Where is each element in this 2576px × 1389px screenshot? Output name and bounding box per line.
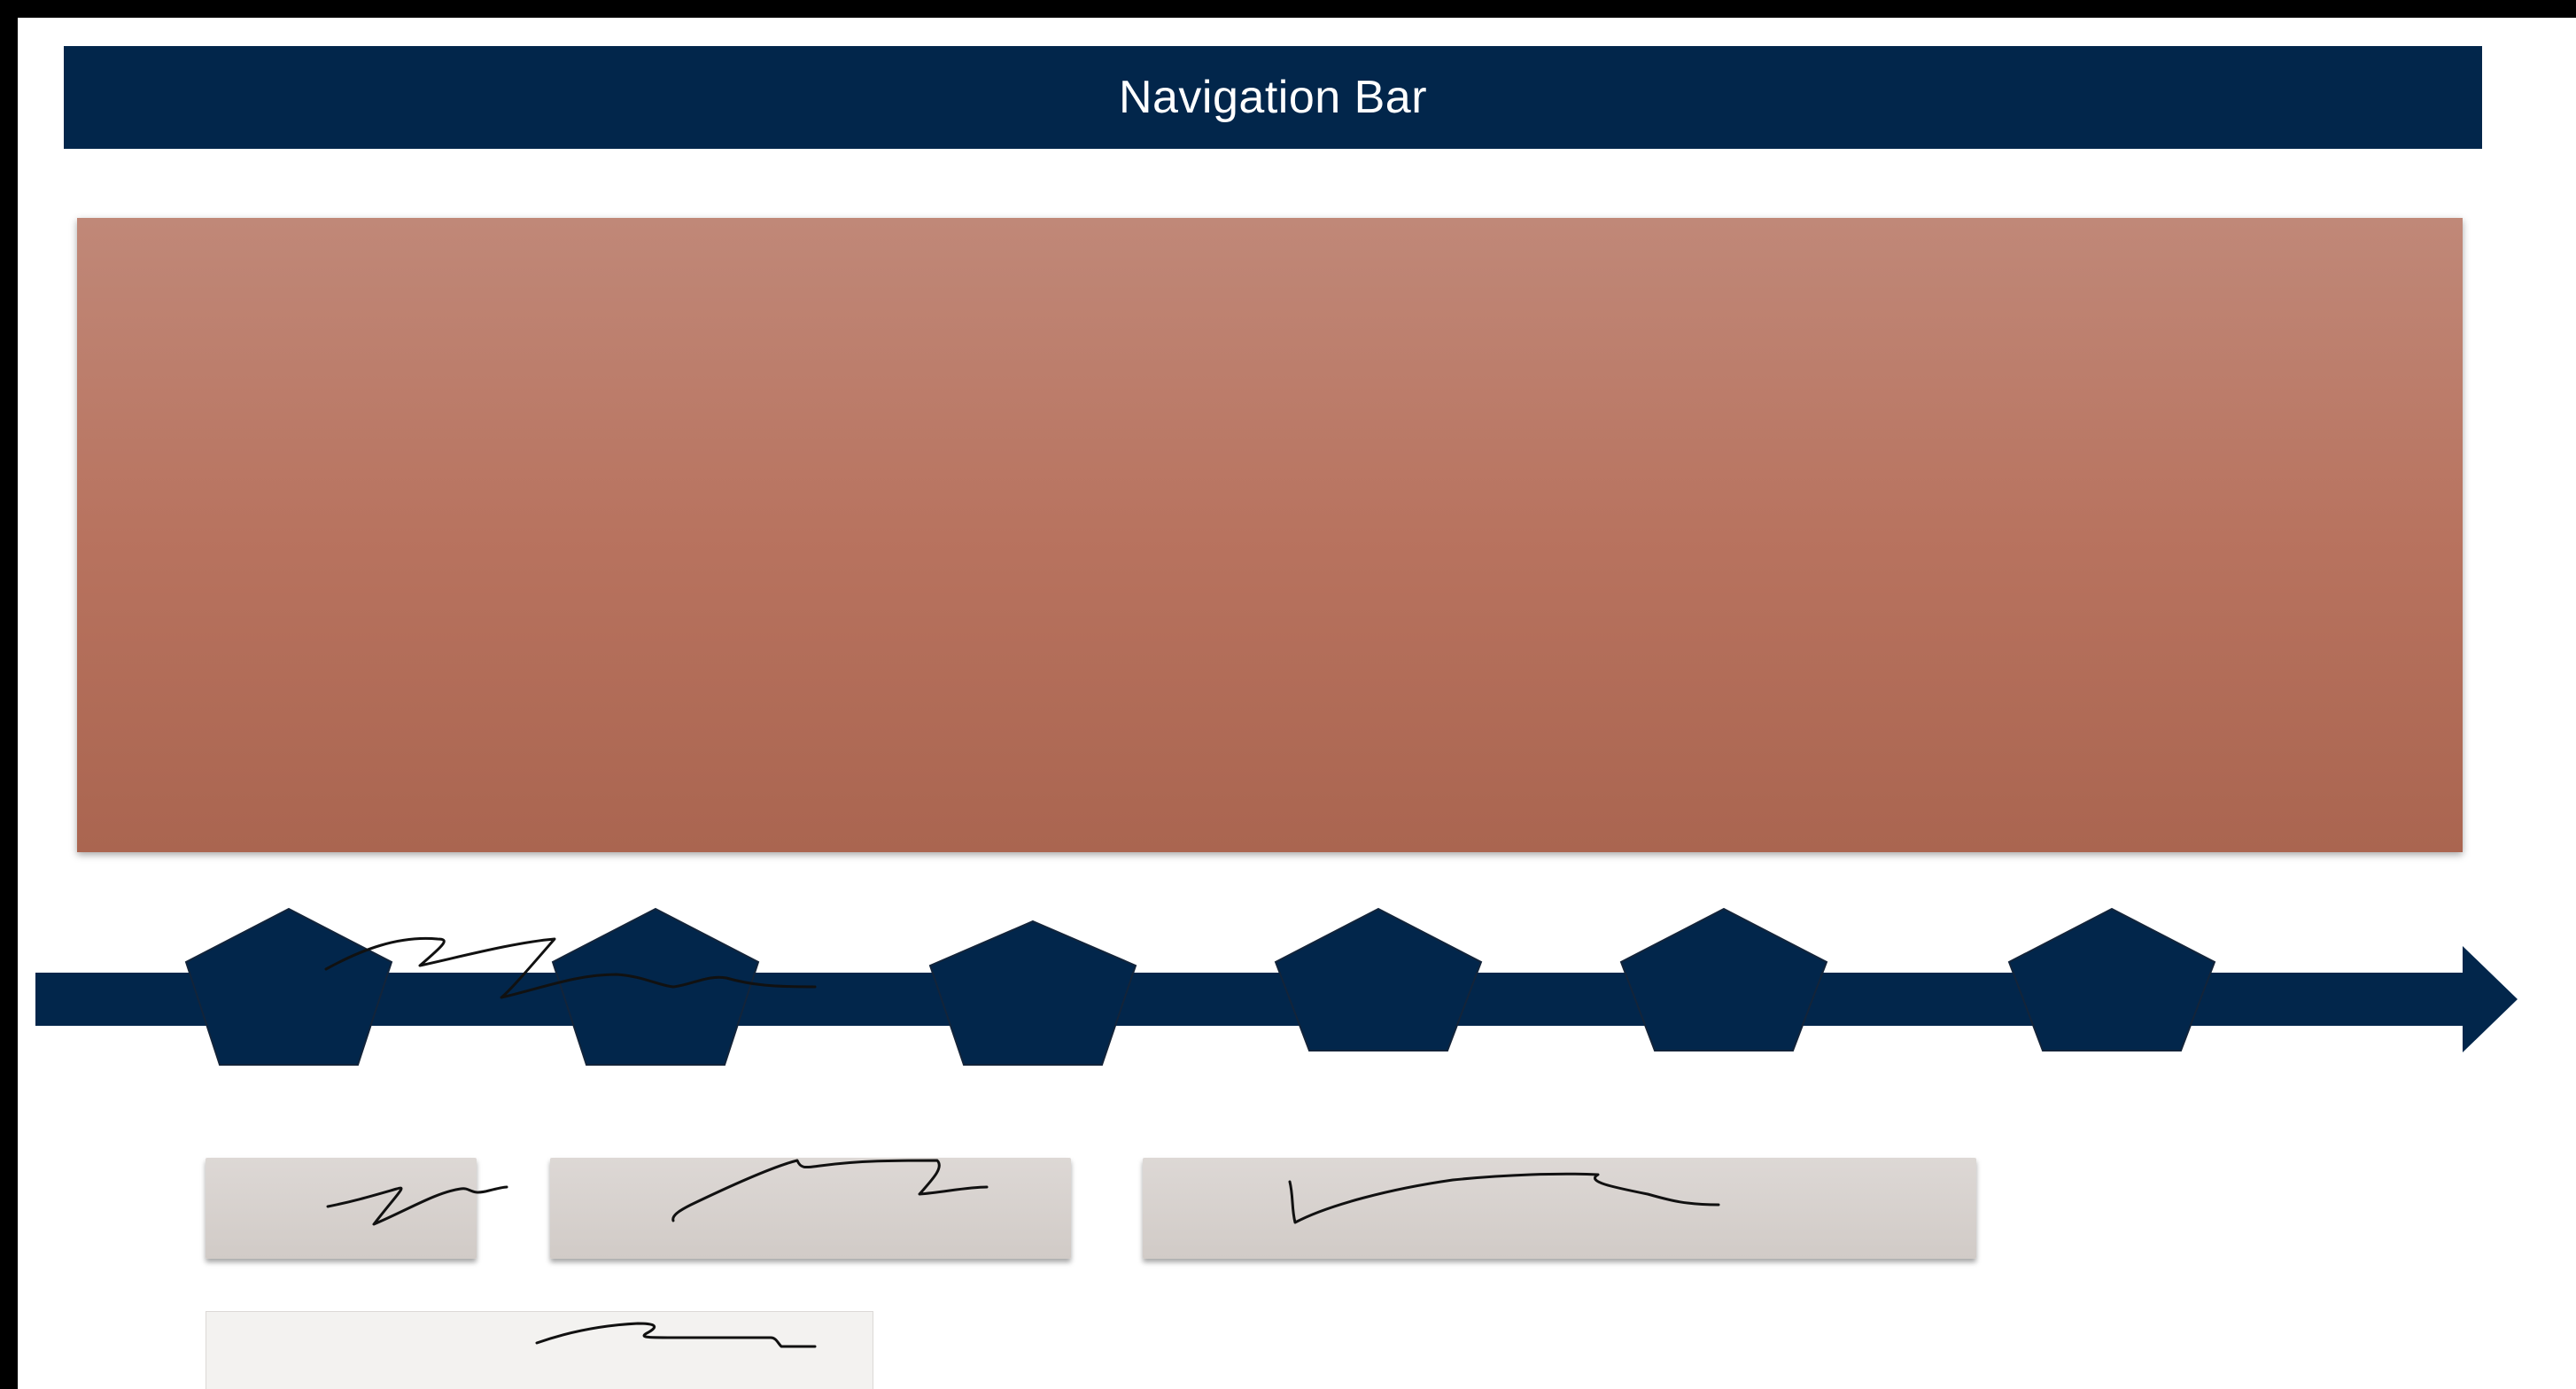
placeholder-button-1[interactable] (206, 1158, 477, 1259)
timeline-milestone-4[interactable] (1274, 907, 1483, 1051)
placeholder-button-3[interactable] (1143, 1158, 1976, 1259)
timeline-milestone-6[interactable] (2007, 907, 2216, 1051)
timeline-milestone-5[interactable] (1619, 907, 1828, 1051)
timeline-milestone-3[interactable] (928, 920, 1137, 1066)
navigation-bar-title: Navigation Bar (1118, 72, 1428, 123)
navigation-bar[interactable]: Navigation Bar (64, 46, 2482, 149)
timeline (35, 907, 2518, 1066)
hero-banner (77, 218, 2463, 852)
page: Navigation Bar (18, 18, 2576, 1389)
timeline-milestone-2[interactable] (551, 907, 760, 1066)
timeline-milestone-1[interactable] (184, 907, 393, 1066)
placeholder-button-2[interactable] (550, 1158, 1071, 1259)
placeholder-panel (206, 1311, 873, 1389)
arrow-right-icon (2463, 946, 2518, 1052)
